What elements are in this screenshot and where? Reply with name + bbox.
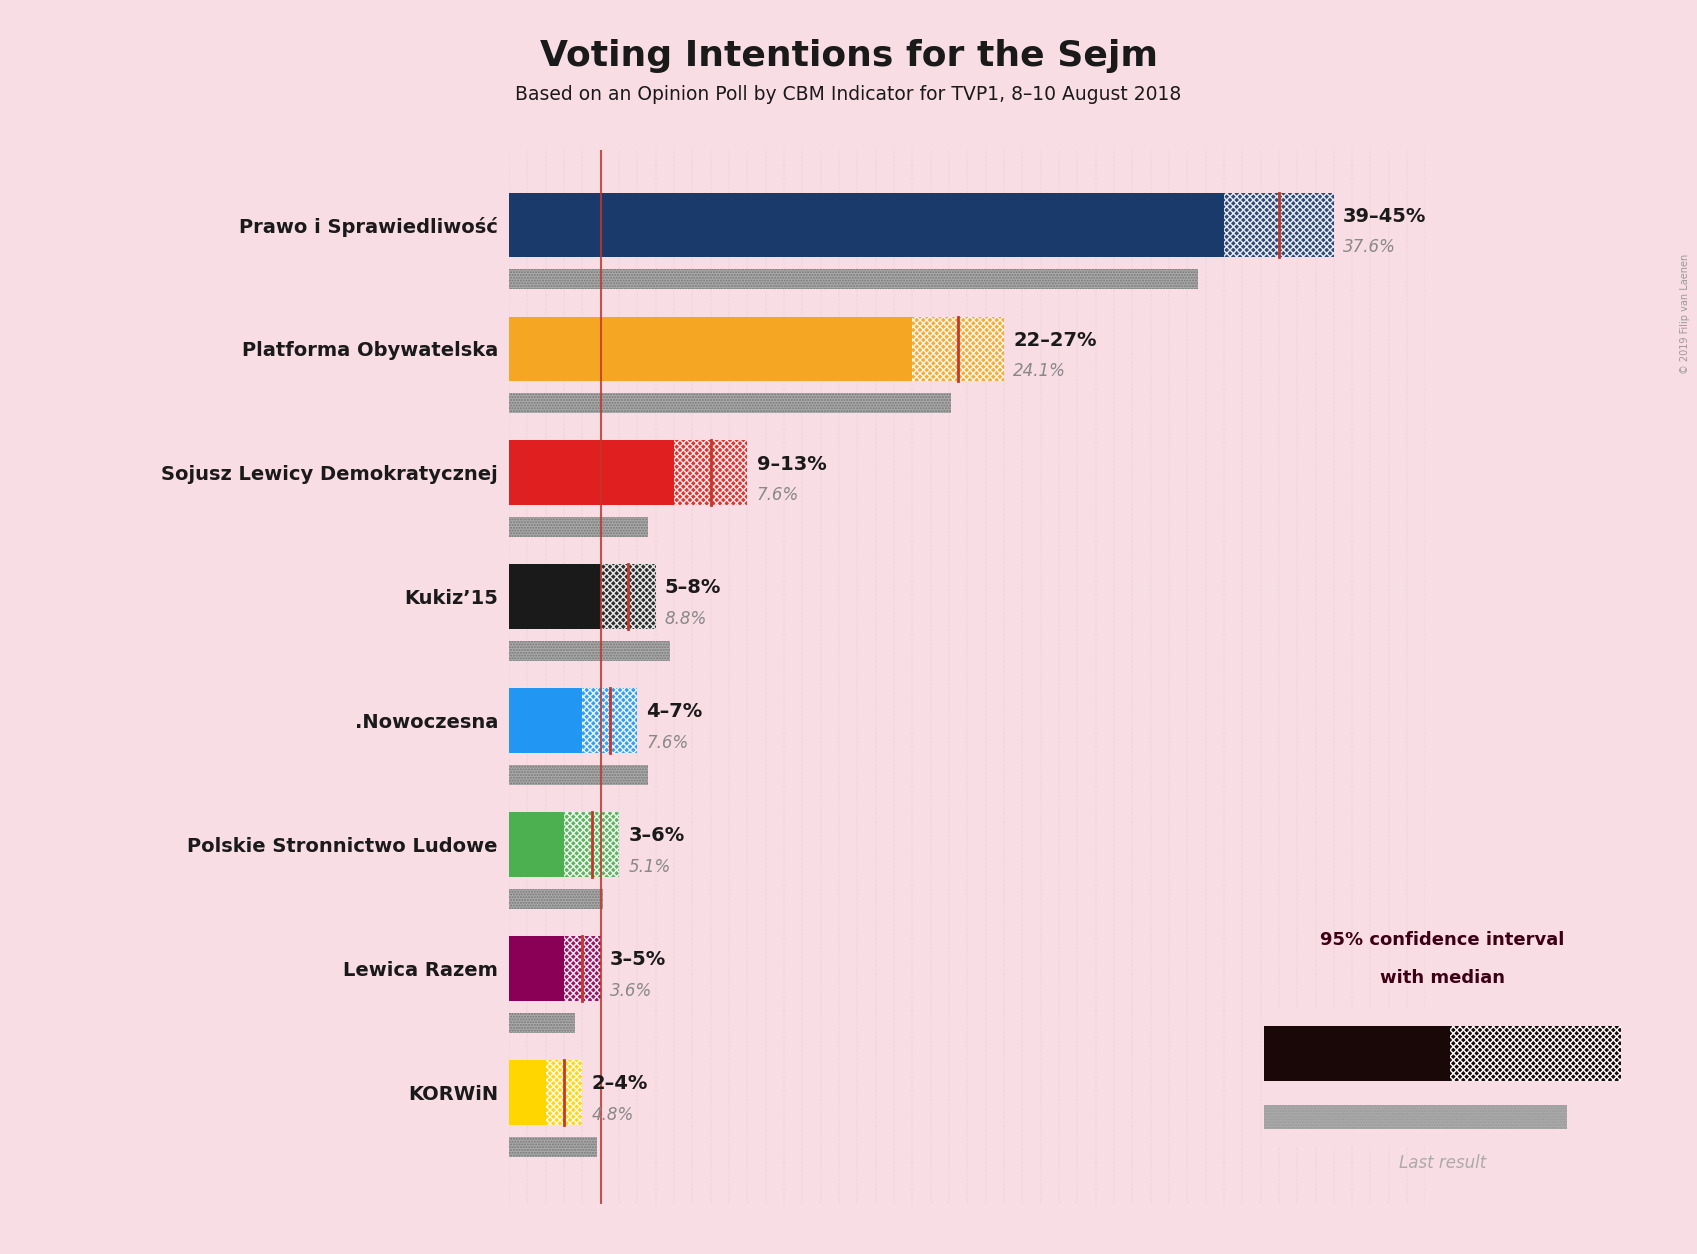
Bar bbox=[546, 1060, 582, 1125]
Bar bbox=[509, 316, 913, 381]
Text: 4–7%: 4–7% bbox=[647, 702, 703, 721]
Text: 3–6%: 3–6% bbox=[628, 826, 684, 845]
Text: 2–4%: 2–4% bbox=[592, 1075, 648, 1093]
Bar bbox=[509, 270, 1198, 290]
Bar bbox=[509, 394, 950, 414]
Text: 5.1%: 5.1% bbox=[628, 858, 670, 875]
Text: Last result: Last result bbox=[1398, 1154, 1487, 1171]
Bar bbox=[509, 813, 563, 877]
Bar bbox=[509, 889, 602, 909]
Text: 9–13%: 9–13% bbox=[757, 454, 826, 474]
Text: 39–45%: 39–45% bbox=[1342, 207, 1427, 226]
Bar bbox=[509, 1137, 597, 1156]
Text: 24.1%: 24.1% bbox=[1013, 362, 1066, 380]
Text: 7.6%: 7.6% bbox=[647, 734, 689, 752]
Bar bbox=[509, 765, 648, 785]
Bar bbox=[509, 937, 563, 1001]
Bar bbox=[1224, 193, 1334, 257]
Bar bbox=[509, 518, 648, 537]
Bar bbox=[509, 270, 1198, 290]
Text: 7.6%: 7.6% bbox=[757, 487, 799, 504]
Bar bbox=[509, 889, 602, 909]
Bar bbox=[563, 813, 619, 877]
Bar bbox=[509, 1013, 575, 1033]
Bar bbox=[509, 518, 648, 537]
Bar bbox=[509, 440, 674, 505]
Bar bbox=[674, 440, 747, 505]
Bar bbox=[601, 564, 655, 628]
Text: 22–27%: 22–27% bbox=[1013, 331, 1096, 350]
Text: 4.8%: 4.8% bbox=[592, 1106, 633, 1124]
Text: 37.6%: 37.6% bbox=[1342, 238, 1397, 256]
Bar bbox=[509, 394, 950, 414]
Bar bbox=[509, 1137, 597, 1156]
Text: 5–8%: 5–8% bbox=[665, 578, 721, 597]
Bar bbox=[509, 193, 1224, 257]
Bar bbox=[509, 1060, 546, 1125]
Bar bbox=[509, 765, 648, 785]
Text: with median: with median bbox=[1380, 969, 1505, 987]
Text: 8.8%: 8.8% bbox=[665, 609, 708, 628]
Bar bbox=[582, 688, 638, 752]
Bar bbox=[913, 316, 1005, 381]
Text: 95% confidence interval: 95% confidence interval bbox=[1320, 932, 1565, 949]
Bar bbox=[1449, 1026, 1621, 1081]
Bar bbox=[563, 937, 601, 1001]
Bar bbox=[1264, 1105, 1568, 1130]
Bar bbox=[1264, 1105, 1568, 1130]
Bar bbox=[1264, 1026, 1449, 1081]
Bar bbox=[509, 688, 582, 752]
Bar bbox=[509, 641, 670, 661]
Text: © 2019 Filip van Laenen: © 2019 Filip van Laenen bbox=[1680, 253, 1690, 374]
Text: Based on an Opinion Poll by CBM Indicator for TVP1, 8–10 August 2018: Based on an Opinion Poll by CBM Indicato… bbox=[516, 84, 1181, 104]
Text: 3.6%: 3.6% bbox=[609, 982, 652, 999]
Bar bbox=[509, 1013, 575, 1033]
Bar bbox=[509, 641, 670, 661]
Bar bbox=[509, 564, 601, 628]
Text: Voting Intentions for the Sejm: Voting Intentions for the Sejm bbox=[540, 39, 1157, 74]
Text: 3–5%: 3–5% bbox=[609, 951, 667, 969]
